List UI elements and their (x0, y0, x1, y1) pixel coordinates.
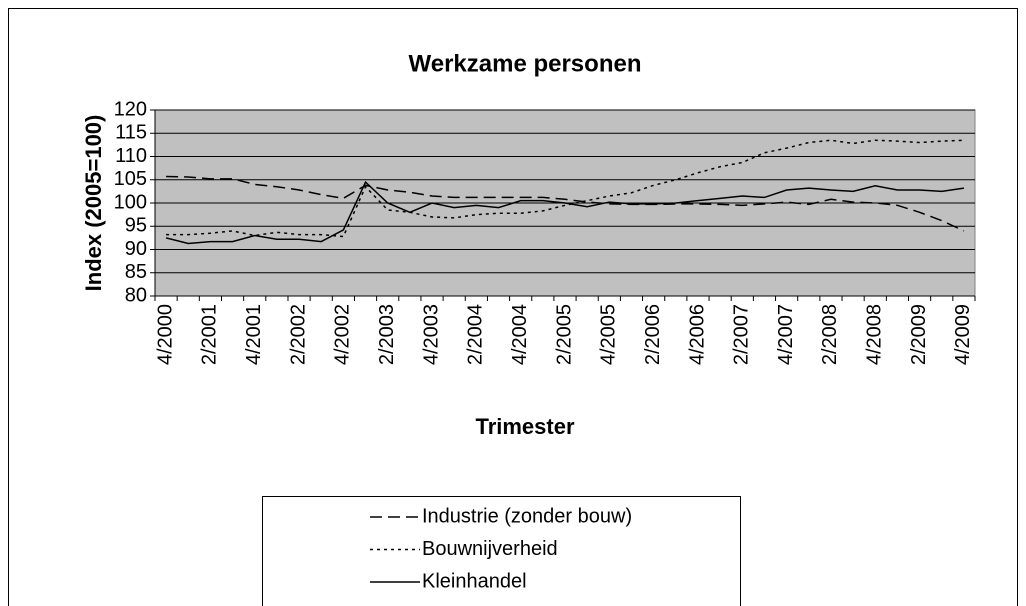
x-tick-label: 4/2001 (243, 304, 265, 365)
y-tick-label: 95 (125, 215, 147, 237)
series-line (166, 139, 964, 238)
y-tick-label: 115 (115, 122, 147, 144)
x-axis-label: Trimester (475, 414, 574, 439)
x-tick-label: 4/2002 (332, 304, 354, 365)
x-tick-label: 2/2005 (553, 304, 575, 365)
x-tick-label: 2/2001 (199, 304, 221, 365)
y-tick-label: 110 (115, 145, 147, 167)
series-line (165, 180, 965, 245)
y-tick-label: 85 (125, 261, 147, 283)
x-tick-label: 4/2008 (864, 304, 886, 365)
x-tick-label: 2/2002 (287, 304, 309, 365)
x-tick-label: 4/2006 (686, 304, 708, 365)
x-tick-label: 4/2005 (598, 304, 620, 365)
chart-title: Werkzame personen (409, 50, 642, 77)
x-tick-label: 2/2003 (376, 304, 398, 365)
x-tick-label: 4/2009 (952, 304, 974, 365)
x-tick-label: 4/2004 (509, 304, 531, 365)
y-tick-label: 90 (125, 238, 147, 260)
y-tick-label: 100 (114, 191, 147, 213)
series-line (166, 175, 965, 232)
x-tick-label: 4/2000 (154, 304, 176, 365)
x-tick-label: 2/2007 (731, 304, 753, 365)
x-tick-label: 2/2006 (642, 304, 664, 365)
y-tick-label: 80 (125, 284, 147, 306)
y-tick-label: 120 (114, 98, 147, 120)
legend (262, 496, 741, 606)
legend-label: Kleinhandel (422, 570, 527, 592)
x-tick-label: 2/2008 (819, 304, 841, 365)
x-tick-label: 2/2009 (908, 304, 930, 365)
legend-label: Industrie (zonder bouw) (422, 505, 632, 527)
y-axis-label: Index (2005=100) (81, 115, 106, 292)
y-tick-label: 105 (114, 168, 147, 190)
x-tick-label: 4/2003 (420, 304, 442, 365)
x-tick-label: 2/2004 (465, 304, 487, 365)
x-tick-label: 4/2007 (775, 304, 797, 365)
legend-label: Bouwnijverheid (422, 538, 558, 560)
